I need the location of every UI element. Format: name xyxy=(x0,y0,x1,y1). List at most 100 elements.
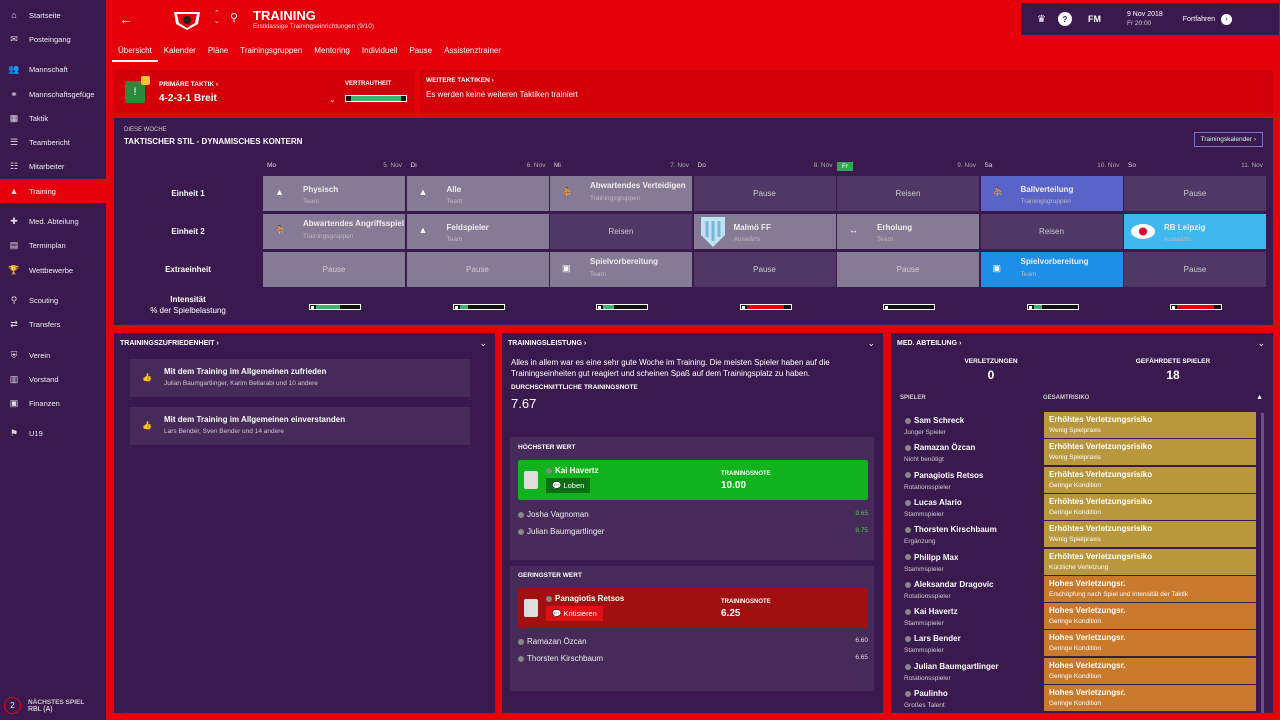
tab-7[interactable]: Assistenztrainer xyxy=(444,46,502,55)
worst-player-card[interactable]: Panagiotis Retsos 💬 Kritisieren TRAINING… xyxy=(518,588,868,628)
primary-tactic-panel[interactable]: ! PRIMÄRE TAKTIK › 4-2-3-1 Breit ⌄ VERTR… xyxy=(114,70,415,115)
session-cell[interactable]: Pause xyxy=(263,252,405,287)
medical-row[interactable]: Sam Schreck Junger Spieler Erhöhtes Verlet… xyxy=(899,412,1257,439)
tab-0[interactable]: Übersicht xyxy=(112,44,158,62)
sidebar-item-posteingang[interactable]: ✉ Posteingang xyxy=(0,27,106,51)
sidebar-item-terminplan[interactable]: ▤ Terminplan xyxy=(0,234,106,258)
best-player-name[interactable]: Kai Havertz xyxy=(555,466,599,475)
medical-row[interactable]: Paulinho Großes Talent Hohes Verletzungsr.… xyxy=(899,685,1257,712)
collapse-icon[interactable]: ⌄ xyxy=(867,338,875,348)
tab-5[interactable]: Individuell xyxy=(361,46,398,55)
sidebar-item-mannschaftsgefüge[interactable]: ⚭ Mannschaftsgefüge xyxy=(0,82,106,106)
performance-title[interactable]: TRAININGSLEISTUNG › xyxy=(508,340,587,347)
help-icon[interactable]: ? xyxy=(1057,12,1072,26)
session-cell[interactable]: ⛹ Abwartendes Angriffsspiel Trainingsgrupp… xyxy=(263,214,405,249)
sidebar-item-finanzen[interactable]: ▣ Finanzen xyxy=(0,391,106,415)
session-cell[interactable]: Pause xyxy=(693,176,836,211)
medical-row[interactable]: Philipp Max Stammspieler Erhöhtes Verletzu… xyxy=(899,548,1257,576)
praise-button[interactable]: 💬 Loben xyxy=(546,478,591,493)
session-cell[interactable]: Reisen xyxy=(837,176,979,211)
sidebar-item-teambericht[interactable]: ☰ Teambericht xyxy=(0,130,106,154)
fm-menu-button[interactable]: FM xyxy=(1087,14,1101,24)
more-tactics-label[interactable]: WEITERE TAKTIKEN › xyxy=(426,77,494,84)
tab-2[interactable]: Pläne xyxy=(207,46,229,55)
session-cell[interactable]: ▲ Feldspieler Team xyxy=(406,214,549,249)
session-cell[interactable]: RB Leipzig Auswärts xyxy=(1124,214,1266,249)
player-row[interactable]: Ramazan Özcan 6.60 xyxy=(518,637,868,646)
session-sub: Trainingsgruppen xyxy=(590,195,641,202)
medical-row[interactable]: Ramazan Özcan Nicht benötigt Erhöhtes Verl… xyxy=(899,439,1257,466)
satisfaction-item[interactable]: 👍 Mit dem Training im Allgemeinen einvers… xyxy=(130,407,470,445)
continue-button[interactable]: Fortfahren › xyxy=(1183,13,1233,25)
medical-title[interactable]: MED. ABTEILUNG › xyxy=(897,340,962,347)
session-cell[interactable]: ▣ Spielvorbereitung Team xyxy=(980,252,1123,287)
trophy-icon[interactable]: ♛ xyxy=(1037,13,1046,25)
satisfaction-item[interactable]: 👍 Mit dem Training im Allgemeinen zufried… xyxy=(130,359,470,397)
sidebar-item-verein[interactable]: ⛨ Verein xyxy=(0,343,106,367)
tab-4[interactable]: Mentoring xyxy=(314,46,350,55)
player-row[interactable]: Julian Baumgartlinger 8.75 xyxy=(518,527,868,536)
sidebar-item-mannschaft[interactable]: 👥 Mannschaft xyxy=(0,58,106,82)
sidebar-item-startseite[interactable]: ⌂ Startseite xyxy=(0,3,106,27)
session-cell[interactable]: Reisen xyxy=(550,214,692,249)
session-cell[interactable]: Pause xyxy=(1124,252,1266,287)
primary-tactic-label[interactable]: PRIMÄRE TAKTIK › xyxy=(159,81,219,88)
back-arrow-icon[interactable]: ← xyxy=(119,11,133,27)
session-cell[interactable]: ▲ Physisch Team xyxy=(263,176,405,211)
sidebar-item-mitarbeiter[interactable]: ☷ Mitarbeiter xyxy=(0,155,106,179)
tab-1[interactable]: Kalender xyxy=(163,46,196,55)
col-player[interactable]: SPIELER xyxy=(900,395,926,401)
tab-6[interactable]: Pause xyxy=(409,46,433,55)
search-icon[interactable]: ⚲ xyxy=(230,12,239,24)
collapse-icon[interactable]: ⌄ xyxy=(479,338,487,348)
next-match[interactable]: 2 NÄCHSTES SPIEL RBL (A) xyxy=(4,697,84,714)
session-title: Reisen xyxy=(895,189,921,198)
session-cell[interactable]: Reisen xyxy=(980,214,1123,249)
session-cell[interactable]: ▲ Alle Team xyxy=(406,176,549,211)
sidebar-icon: ⛨ xyxy=(10,349,18,360)
best-player-card[interactable]: Kai Havertz 💬 Loben TRAININGSNOTE 10.00 xyxy=(518,460,868,500)
sidebar-item-scouting[interactable]: ⚲ Scouting xyxy=(0,288,106,312)
malmo-crest-icon xyxy=(700,217,725,247)
session-cell[interactable]: Malmö FF Auswärts xyxy=(693,214,836,249)
collapse-icon[interactable]: ⌄ xyxy=(1257,338,1265,348)
criticize-button[interactable]: 💬 Kritisieren xyxy=(546,606,603,621)
session-cell[interactable]: Pause xyxy=(1124,176,1266,211)
session-cell[interactable]: Pause xyxy=(837,252,979,287)
session-cell[interactable]: ⛹ Abwartendes Verteidigen Trainingsgruppen xyxy=(550,176,692,211)
training-calendar-button[interactable]: Trainingskalender › xyxy=(1193,132,1263,147)
team-switch-icon[interactable]: ⌃ ⌄ xyxy=(214,10,220,25)
medical-row[interactable]: Panagiotis Retsos Rotationsspieler Erhöhte… xyxy=(899,466,1257,494)
tactic-dropdown-icon[interactable]: ⌄ xyxy=(329,95,336,104)
sidebar-item-med-abteilung[interactable]: ✚ Med. Abteilung xyxy=(0,209,106,233)
col-risk[interactable]: GESAMTRISIKO xyxy=(1043,395,1090,401)
sidebar-item-u19[interactable]: ⚑ U19 xyxy=(0,422,106,446)
session-sub: Trainingsgruppen xyxy=(1020,198,1071,205)
player-name: Panagiotis Retsos xyxy=(914,470,984,480)
more-tactics-panel[interactable]: WEITERE TAKTIKEN › Es werden keine weite… xyxy=(420,70,1273,115)
medical-row[interactable]: Lars Bender Stammspieler Hohes Verletzungs… xyxy=(899,630,1257,657)
session-cell[interactable]: ↔ Erholung Team xyxy=(837,214,979,249)
session-cell[interactable]: ▣ Spielvorbereitung Team xyxy=(550,252,692,287)
session-cell[interactable]: Pause xyxy=(693,252,836,287)
sidebar-item-taktik[interactable]: ▦ Taktik xyxy=(0,106,106,130)
sidebar-item-vorstand[interactable]: ▥ Vorstand xyxy=(0,367,106,391)
player-row[interactable]: Josha Vagnoman 9.65 xyxy=(518,510,868,519)
session-cell[interactable]: Pause xyxy=(406,252,549,287)
sidebar-item-training[interactable]: ▲ Training xyxy=(0,179,106,204)
tab-3[interactable]: Trainingsgruppen xyxy=(240,46,303,55)
sidebar-item-wettbewerbe[interactable]: 🏆 Wettbewerbe xyxy=(0,258,106,282)
sidebar-item-transfers[interactable]: ⇄ Transfers xyxy=(0,313,106,337)
player-row[interactable]: Thorsten Kirschbaum 6.65 xyxy=(518,654,868,663)
medical-row[interactable]: Kai Havertz Stammspieler Hohes Verletzungs… xyxy=(899,603,1257,630)
medical-row[interactable]: Aleksandar Dragovic Rotationsspieler Hohes… xyxy=(899,575,1257,603)
session-cell[interactable]: ⛹ Ballverteilung Trainingsgruppen xyxy=(980,176,1123,211)
sort-icon[interactable]: ▲ xyxy=(1256,394,1263,401)
session-icon: ⛹ xyxy=(275,225,287,235)
medical-row[interactable]: Thorsten Kirschbaum Ergänzung Erhöhtes Ver… xyxy=(899,521,1257,548)
medical-row[interactable]: Lucas Alario Stammspieler Erhöhtes Verletz… xyxy=(899,493,1257,521)
worst-player-name[interactable]: Panagiotis Retsos xyxy=(555,594,625,603)
satisfaction-title[interactable]: TRAININGSZUFRIEDENHEIT › xyxy=(120,340,219,347)
medical-row[interactable]: Julian Baumgartlinger Rotationsspieler Hoh… xyxy=(899,657,1257,685)
scrollbar[interactable] xyxy=(1261,413,1264,713)
